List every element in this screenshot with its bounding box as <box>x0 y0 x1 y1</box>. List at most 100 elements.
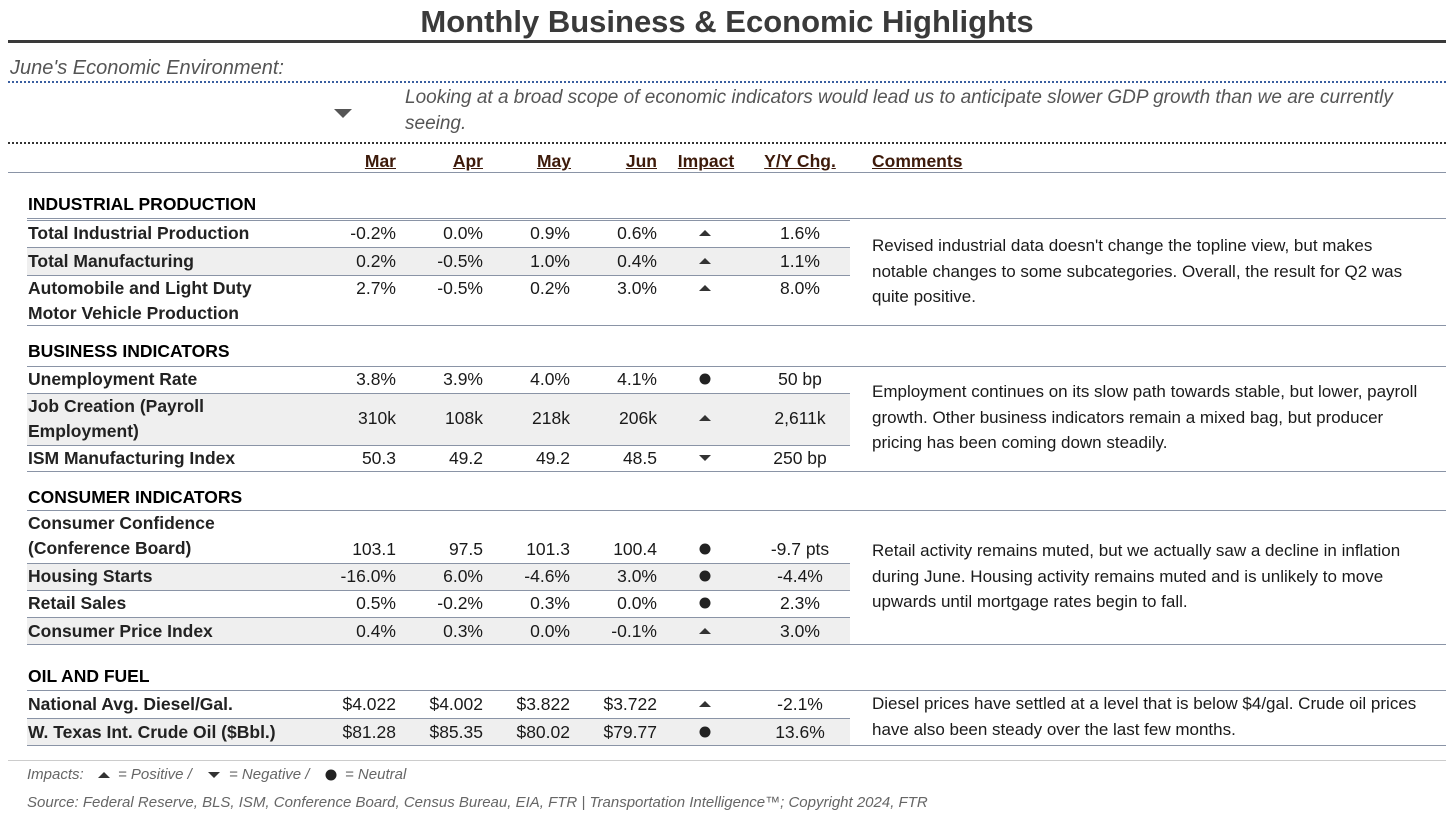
cell-value: 3.8% <box>356 369 396 389</box>
summary-rule <box>8 142 1446 144</box>
row-shade <box>27 393 850 445</box>
comment-line: growth. Other business indicators remain… <box>872 407 1384 427</box>
impact-icon <box>699 701 711 707</box>
row-label: (Conference Board) <box>28 538 192 558</box>
section-title: OIL AND FUEL <box>28 666 150 686</box>
row-rule <box>27 445 850 446</box>
impact-icon <box>699 570 711 582</box>
cell-value: $3.822 <box>516 694 570 714</box>
comment-line: quite positive. <box>872 287 976 306</box>
row-rule <box>27 220 850 221</box>
comment-line: Retail activity remains muted, but we ac… <box>872 541 1401 560</box>
yoy-value: 2.3% <box>780 593 820 613</box>
comment-line: during June. Housing activity remains mu… <box>872 566 1384 586</box>
row-label: Total Manufacturing <box>28 251 194 271</box>
footer-rule <box>8 760 1446 761</box>
impacts-label: = Neutral <box>345 766 407 783</box>
row-label: Job Creation (Payroll <box>28 396 205 416</box>
cell-value: 101.3 <box>526 539 570 559</box>
column-header: Comments <box>872 151 963 171</box>
cell-value: 0.2% <box>356 251 396 271</box>
cell-value: $85.35 <box>429 722 483 742</box>
impact-icon <box>699 628 711 634</box>
cell-value: $79.77 <box>603 722 657 742</box>
row-label: ISM Manufacturing Index <box>28 448 236 468</box>
impact-icon <box>699 415 711 421</box>
cell-value: 0.4% <box>617 251 657 271</box>
cell-value: $4.022 <box>342 694 396 714</box>
section-rule <box>27 366 1446 367</box>
column-header: Y/Y Chg. <box>764 151 836 171</box>
row-rule <box>27 563 850 564</box>
row-label: Automobile and Light Duty <box>28 278 252 298</box>
row-rule <box>27 393 850 394</box>
subtitle: June's Economic Environment: <box>10 57 284 79</box>
section-rule <box>27 510 1446 511</box>
cell-value: 1.0% <box>530 251 570 271</box>
section-rule <box>27 325 1446 326</box>
impact-icon <box>699 597 711 609</box>
row-label: Motor Vehicle Production <box>28 303 239 323</box>
row-shade <box>27 247 850 275</box>
row-label: Housing Starts <box>28 566 153 586</box>
column-header: Impact <box>677 151 735 171</box>
cell-value: 0.4% <box>356 621 396 641</box>
cell-value: 4.1% <box>617 369 657 389</box>
cell-value: -0.1% <box>611 621 657 641</box>
yoy-value: -4.4% <box>777 566 823 586</box>
row-shade <box>27 563 850 590</box>
cell-value: 0.6% <box>617 223 657 243</box>
source: Source: Federal Reserve, BLS, ISM, Confe… <box>27 794 928 811</box>
cell-value: -4.6% <box>524 566 570 586</box>
comment-line: pricing has been coming down steadily. <box>872 433 1168 452</box>
yoy-value: 1.1% <box>780 251 820 271</box>
cell-value: 108k <box>445 408 483 428</box>
section-rule <box>27 644 1446 645</box>
cell-value: $4.002 <box>429 694 483 714</box>
cell-value: 2.7% <box>356 278 396 298</box>
cell-value: 100.4 <box>613 539 657 559</box>
row-rule <box>27 590 850 591</box>
cell-value: 0.0% <box>443 223 483 243</box>
outlook-icon <box>334 109 352 118</box>
cell-value: 0.0% <box>617 593 657 613</box>
column-header: Mar <box>364 151 396 171</box>
cell-value: 0.3% <box>530 593 570 613</box>
cell-value: 0.3% <box>443 621 483 641</box>
cell-value: $81.28 <box>342 722 396 742</box>
cell-value: 49.2 <box>535 448 570 468</box>
header-rule <box>8 172 1446 173</box>
cell-value: 6.0% <box>443 566 483 586</box>
row-label: Unemployment Rate <box>28 369 198 389</box>
cell-value: 4.0% <box>530 369 570 389</box>
cell-value: 48.5 <box>622 448 657 468</box>
row-shade <box>27 617 850 644</box>
impact-icon <box>699 230 711 236</box>
summary-line: seeing. <box>405 113 467 134</box>
row-label: Consumer Confidence <box>28 513 215 533</box>
column-header: Apr <box>452 151 483 171</box>
yoy-value: 250 bp <box>773 448 827 468</box>
impact-icon <box>699 285 711 291</box>
impact-icon <box>699 726 711 738</box>
section-title: CONSUMER INDICATORS <box>28 487 243 507</box>
impacts-label: = Negative / <box>229 766 310 783</box>
yoy-value: 50 bp <box>778 369 822 389</box>
cell-value: 0.2% <box>530 278 570 298</box>
yoy-value: 8.0% <box>780 278 820 298</box>
cell-value: 49.2 <box>448 448 483 468</box>
cell-value: $80.02 <box>516 722 570 742</box>
impact-icon <box>699 543 711 555</box>
cell-value: 3.0% <box>617 278 657 298</box>
row-label: Consumer Price Index <box>28 621 213 641</box>
row-shade <box>27 718 850 745</box>
summary-line: Looking at a broad scope of economic ind… <box>405 87 1393 108</box>
legend-icon <box>325 769 337 781</box>
title-rule <box>8 40 1446 43</box>
cell-value: -0.2% <box>350 223 396 243</box>
row-label: Total Industrial Production <box>28 223 250 243</box>
row-label: Employment) <box>28 421 139 441</box>
cell-value: 0.9% <box>530 223 570 243</box>
cell-value: 206k <box>619 408 657 428</box>
row-label: Retail Sales <box>28 593 127 613</box>
